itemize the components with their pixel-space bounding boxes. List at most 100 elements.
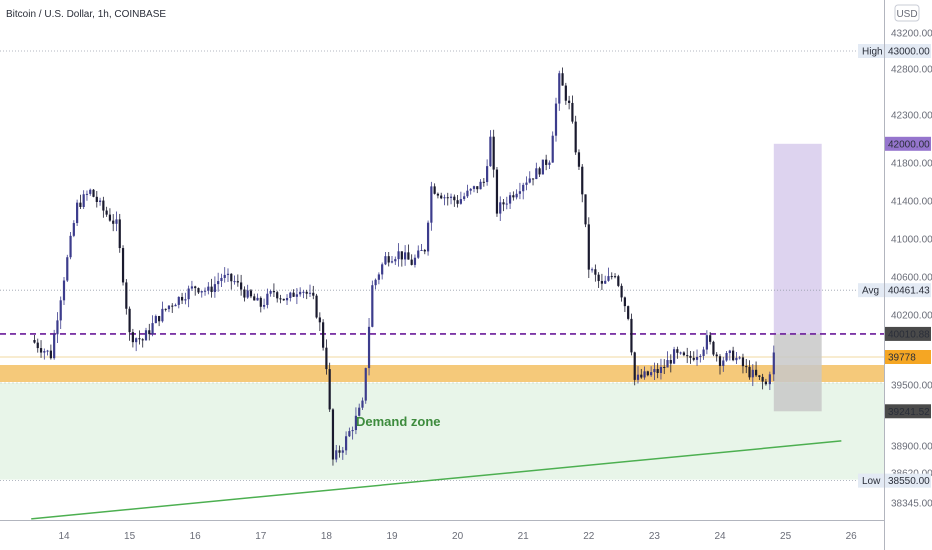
candle-body-19: [95, 196, 98, 203]
candle-body-43: [174, 304, 177, 307]
candle-body-116: [413, 257, 417, 265]
candle-body-220: [754, 369, 758, 376]
candle-body-202: [695, 356, 699, 360]
candle-body-21: [102, 200, 105, 211]
candle-body-176: [610, 276, 613, 278]
candle-body-25: [115, 219, 118, 224]
candle-body-103: [371, 285, 374, 327]
candle-body-182: [630, 318, 633, 353]
target-tag-box: [885, 136, 931, 151]
candle-body-83: [305, 291, 308, 294]
candle-body-183: [633, 352, 636, 380]
candle-body-73: [272, 291, 276, 293]
candle-body-31: [135, 338, 138, 343]
zones-layer: [0, 143, 884, 480]
candle-body-39: [161, 308, 164, 322]
candle-body-194: [669, 360, 672, 364]
candle-body-148: [518, 191, 522, 194]
candle-body-168: [584, 194, 587, 225]
y-tick-label-8: 39500.00: [891, 381, 932, 392]
candle-body-102: [367, 326, 371, 369]
currency-button-frame[interactable]: [894, 4, 920, 22]
candle-body-42: [171, 305, 174, 307]
candle-body-27: [121, 248, 125, 283]
candle-body-108: [387, 256, 390, 263]
candle-body-12: [72, 223, 75, 236]
x-tick-label-19: 19: [386, 531, 398, 542]
candle-body-114: [407, 252, 410, 260]
lines-layer: [31, 440, 842, 520]
candle-body-125: [443, 197, 446, 199]
candle-body-212: [728, 350, 731, 354]
candle-body-161: [561, 73, 564, 86]
candle-body-146: [512, 195, 515, 198]
candle-body-130: [459, 199, 462, 204]
candle-body-79: [292, 292, 295, 297]
candle-body-177: [613, 276, 617, 278]
candle-body-195: [672, 349, 676, 364]
stop-tag-box: [885, 404, 931, 419]
candle-body-142: [499, 202, 502, 214]
candle-body-137: [482, 181, 485, 183]
currency-button-label[interactable]: USD: [896, 9, 917, 20]
candle-body-152: [531, 178, 535, 180]
candle-body-224: [768, 374, 771, 385]
candle-body-131: [463, 196, 466, 200]
y-tick-label-5: 41000.00: [891, 235, 932, 246]
candle-body-22: [105, 210, 108, 215]
x-tick-label-22: 22: [583, 531, 595, 542]
candle-body-223: [764, 381, 768, 385]
candle-body-136: [479, 181, 482, 190]
candle-body-112: [400, 251, 403, 260]
candle-body-145: [508, 195, 512, 204]
candle-body-95: [344, 436, 348, 451]
candle-body-113: [404, 252, 407, 260]
candle-body-54: [210, 286, 213, 293]
high-tag-name-box: [858, 44, 884, 58]
candle-body-160: [558, 73, 561, 104]
candle-body-97: [351, 430, 354, 432]
candle-body-208: [715, 354, 718, 357]
candle-body-96: [348, 431, 351, 437]
candle-body-85: [312, 292, 315, 296]
candle-body-191: [659, 366, 663, 373]
candle-body-5: [49, 350, 52, 359]
low-tag-name-box: [858, 473, 884, 488]
candles-layer: [33, 67, 775, 466]
candle-body-11: [69, 235, 72, 258]
candle-body-62: [236, 281, 239, 283]
candle-body-56: [217, 281, 220, 285]
candle-body-123: [436, 193, 440, 196]
candle-body-91: [331, 409, 335, 460]
candle-body-118: [420, 249, 423, 251]
currency-button[interactable]: USD: [894, 4, 920, 22]
x-tick-label-26: 26: [846, 531, 858, 542]
candle-body-166: [577, 152, 581, 167]
candle-body-198: [682, 352, 686, 356]
candle-body-216: [741, 357, 745, 367]
candle-body-57: [220, 277, 223, 282]
candle-body-141: [495, 169, 499, 214]
candle-body-3: [43, 351, 46, 353]
candle-body-101: [364, 368, 367, 401]
candle-body-109: [390, 261, 394, 263]
candle-body-170: [590, 269, 594, 271]
candle-body-66: [249, 290, 253, 297]
candle-body-71: [266, 293, 269, 305]
high-tag-value: 43000.00: [888, 47, 930, 58]
demand-zone-label: Demand zone: [356, 414, 441, 429]
candle-body-132: [466, 190, 469, 197]
candle-body-81: [299, 291, 302, 295]
candle-body-153: [535, 168, 538, 180]
candle-body-163: [568, 100, 571, 103]
candle-body-23: [108, 214, 112, 221]
candle-body-105: [377, 274, 380, 280]
candle-body-88: [322, 322, 325, 348]
candle-body-135: [476, 186, 479, 190]
candle-body-124: [440, 195, 443, 199]
candle-body-192: [663, 366, 666, 368]
candle-body-36: [151, 323, 154, 335]
demand-band: [0, 365, 884, 382]
entry-tag-value: 40010.88: [888, 329, 930, 340]
candle-body-93: [338, 450, 341, 453]
